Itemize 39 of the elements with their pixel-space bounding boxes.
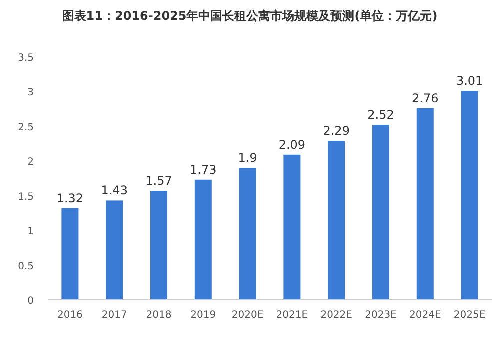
y-tick-label: 0.5 <box>18 261 34 272</box>
x-tick-label: 2016 <box>57 310 83 321</box>
y-tick-label: 1.5 <box>18 192 34 203</box>
bar <box>461 91 478 300</box>
data-label: 2.52 <box>368 108 394 122</box>
data-label: 1.57 <box>146 174 172 188</box>
data-label: 1.32 <box>56 191 84 206</box>
x-tick-label: 2018 <box>146 310 172 321</box>
data-label: 1.43 <box>101 184 128 198</box>
y-tick-label: 2 <box>28 157 34 168</box>
x-tick-label: 2019 <box>190 310 216 321</box>
data-label: 2.29 <box>323 124 350 138</box>
bar <box>284 154 301 300</box>
data-label: 2.09 <box>278 138 306 152</box>
bar <box>239 168 256 300</box>
bar <box>150 190 168 300</box>
y-tick-label: 3.5 <box>18 53 34 64</box>
y-tick-label: 2.5 <box>18 122 34 134</box>
y-tick-label: 3 <box>28 88 34 99</box>
x-tick-label: 2017 <box>102 310 128 321</box>
bar <box>372 125 390 300</box>
y-tick-label: 0 <box>28 296 34 307</box>
data-label: 3.01 <box>456 74 484 88</box>
x-tick-label: 2021E <box>276 310 308 321</box>
data-label: 1.9 <box>238 151 258 166</box>
bar <box>416 108 434 300</box>
bar <box>194 180 212 300</box>
x-tick-label: 2025E <box>454 310 486 321</box>
y-tick-label: 1 <box>28 226 34 238</box>
x-tick-label: 2023E <box>365 310 397 321</box>
data-label: 2.76 <box>412 91 439 106</box>
x-tick-label: 2022E <box>320 310 352 321</box>
chart-title: 图表11：2016-2025年中国长租公寓市场规模及预测(单位：万亿元) <box>62 9 438 23</box>
data-label: 1.73 <box>190 162 217 177</box>
x-tick-label: 2020E <box>232 310 264 321</box>
bar <box>106 200 124 300</box>
bar <box>62 208 79 300</box>
bar <box>328 141 346 300</box>
x-tick-label: 2024E <box>410 310 442 321</box>
